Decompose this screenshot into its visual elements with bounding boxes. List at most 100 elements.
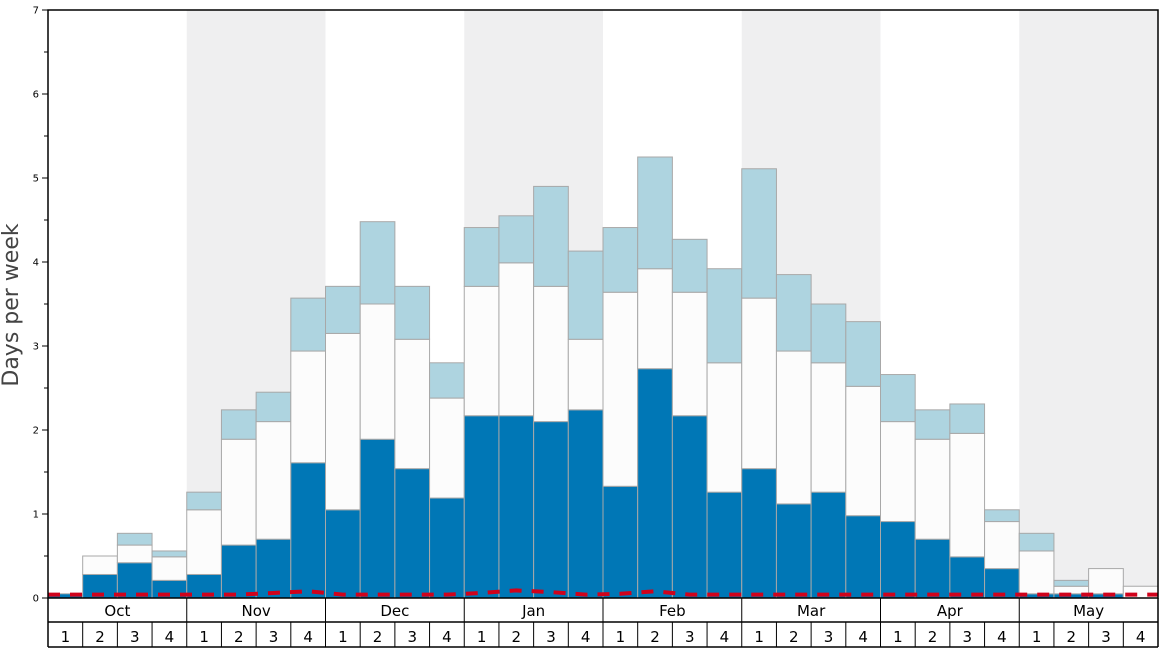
bar-segment-mid (567, 338, 604, 411)
dashed-line (48, 588, 1158, 597)
week-label: 1 (199, 628, 209, 646)
bar-segment-mid (116, 544, 153, 564)
bar-segment-light (498, 215, 535, 264)
week-label: 4 (303, 628, 313, 646)
bar-segment-dark (810, 491, 847, 599)
week-label: 4 (720, 628, 730, 646)
bar-segment-mid (810, 362, 847, 493)
month-label: Mar (797, 602, 826, 620)
bar-segment-dark (914, 538, 951, 599)
bar-segment-dark (290, 462, 326, 599)
week-label: 1 (61, 628, 71, 646)
week-label: 2 (95, 628, 105, 646)
bar-segment-dark (880, 521, 916, 599)
bar-segment-mid (671, 291, 708, 417)
bar-segment-mid (845, 385, 881, 517)
trend-line (48, 588, 1158, 597)
week-label: 3 (962, 628, 972, 646)
bar-segment-light (290, 297, 326, 352)
bar-segment-light (359, 221, 396, 305)
y-tick-label: 1 (33, 510, 39, 521)
bar-segment-mid (775, 350, 812, 505)
bar-segment-mid (949, 432, 986, 558)
axes: 0 1 2 3 4 5 6 7 Oct Nov Dec Jan Feb Mar Apr May 1 2 3 4 1 2 3 4… (33, 6, 1159, 648)
bar-segment-mid (463, 285, 500, 417)
month-label: Oct (104, 602, 130, 620)
week-label: 4 (165, 628, 175, 646)
bar-segment-mid (186, 509, 222, 575)
bar-segment-dark (463, 415, 500, 599)
week-label: 2 (1067, 628, 1077, 646)
bar-segment-mid (637, 268, 673, 370)
bars (47, 156, 1159, 599)
bar-segment-light (567, 250, 604, 340)
week-label: 3 (269, 628, 279, 646)
week-label: 2 (373, 628, 383, 646)
month-label: Jan (521, 602, 545, 620)
bar-segment-light (810, 303, 847, 364)
bar-segment-dark (741, 468, 777, 599)
bar-segment-mid (255, 421, 292, 540)
month-label: Feb (659, 602, 686, 620)
week-label: 3 (1101, 628, 1111, 646)
month-label: Dec (380, 602, 409, 620)
y-tick-label: 4 (33, 258, 39, 269)
bar-segment-light (671, 238, 708, 293)
week-label: 1 (1032, 628, 1042, 646)
bar-segment-dark (706, 491, 743, 599)
week-label: 4 (997, 628, 1007, 646)
bar-segment-mid (429, 397, 465, 499)
bar-segment-light (880, 374, 916, 423)
bar-segment-light (1053, 579, 1090, 587)
week-label: 2 (650, 628, 660, 646)
week-label: 1 (616, 628, 626, 646)
bar-segment-light (186, 491, 222, 511)
week-label: 4 (442, 628, 452, 646)
month-label: Apr (937, 602, 964, 620)
month-label: Nov (241, 602, 270, 620)
week-label: 1 (338, 628, 348, 646)
y-axis-label: Days per week (0, 223, 24, 386)
bar-segment-light (741, 168, 777, 299)
bar-segment-dark (394, 468, 431, 599)
bar-segment-dark (949, 556, 986, 599)
bar-segment-light (394, 285, 431, 340)
bar-segment-light (255, 391, 292, 423)
week-label: 2 (789, 628, 799, 646)
bar-segment-mid (602, 291, 639, 487)
bar-segment-mid (498, 262, 535, 417)
week-label: 4 (858, 628, 868, 646)
bar-segment-light (463, 227, 500, 287)
bar-segment-light (602, 227, 639, 293)
bar-segment-dark (255, 538, 292, 599)
bar-segment-light (984, 509, 1020, 523)
week-label: 1 (754, 628, 764, 646)
bar-segment-light (637, 156, 673, 270)
bar-segment-dark (533, 421, 569, 599)
bar-segment-mid (1088, 568, 1124, 595)
bar-segment-light (845, 321, 881, 387)
bar-segment-dark (775, 503, 812, 599)
bar-segment-dark (671, 415, 708, 599)
bar-segment-dark (429, 497, 465, 599)
bar-segment-mid (290, 350, 326, 464)
bar-segment-light (151, 550, 188, 558)
month-shade-may (1019, 10, 1158, 598)
y-tick-label: 7 (33, 6, 39, 17)
week-label: 1 (893, 628, 903, 646)
y-tick-label: 3 (33, 342, 39, 353)
bar-segment-mid (984, 521, 1020, 570)
bar-segment-mid (533, 285, 569, 423)
bar-segment-light (706, 268, 743, 364)
week-label: 4 (1136, 628, 1146, 646)
y-tick-label: 2 (33, 426, 39, 437)
bar-segment-light (220, 409, 257, 440)
week-label: 3 (685, 628, 695, 646)
month-label: May (1073, 602, 1104, 620)
bar-segment-dark (325, 509, 361, 599)
week-label: 3 (407, 628, 417, 646)
bar-segment-mid (359, 303, 396, 440)
bar-segment-light (116, 532, 153, 546)
bar-segment-mid (151, 556, 188, 581)
